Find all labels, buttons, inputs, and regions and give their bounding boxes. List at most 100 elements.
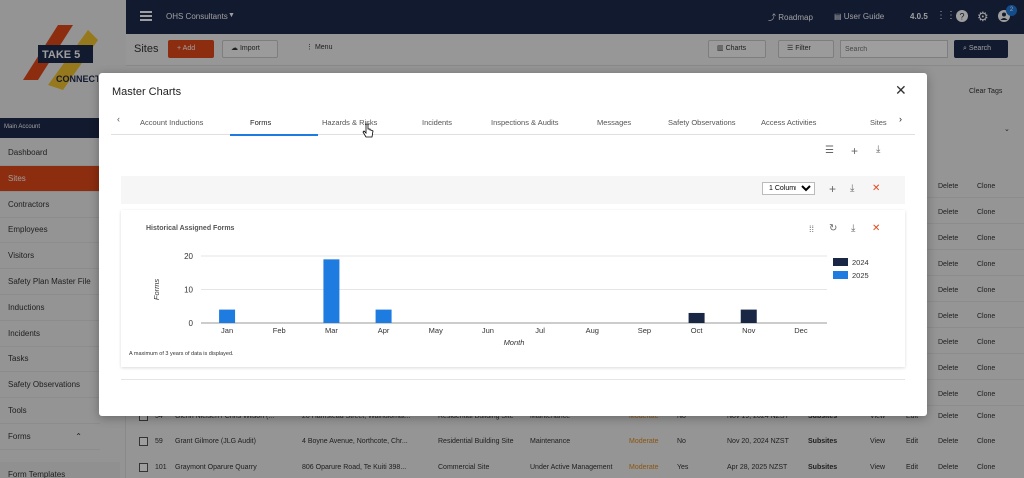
cell-edit[interactable]: Edit xyxy=(906,438,919,445)
cell-name: Glenn Nielsen / Chris Wilson (... xyxy=(175,413,275,420)
add-icon[interactable]: + xyxy=(829,182,837,196)
caret-down-icon[interactable]: ▼ xyxy=(228,12,235,19)
filter-button[interactable]: ☰ Filter xyxy=(778,40,834,58)
sidebar-item-sites[interactable]: Sites xyxy=(0,166,100,192)
import-button[interactable]: ☁ Import xyxy=(222,40,278,58)
clone-link[interactable]: Clone xyxy=(977,391,996,398)
tab-inspections-audits[interactable]: Inspections & Audits xyxy=(491,118,559,127)
clone-link[interactable]: Clone xyxy=(977,339,996,346)
tab-incidents[interactable]: Incidents xyxy=(422,118,453,127)
apps-grid-icon[interactable]: ⋮⋮ xyxy=(936,10,956,21)
cell-view[interactable]: View xyxy=(870,413,886,420)
sidebar-item-contractors[interactable]: Contractors xyxy=(0,192,100,218)
cell-flag: No xyxy=(677,413,686,420)
bar-2024-Nov xyxy=(740,309,757,323)
cell-delete[interactable]: Delete xyxy=(938,413,959,420)
master-charts-modal: Master Charts ✕ ‹ Account Inductions Form… xyxy=(99,73,927,416)
chart-remove-icon[interactable]: ✕ xyxy=(872,223,881,234)
download-icon[interactable]: ⤓ xyxy=(876,144,881,155)
tabs-prev-icon[interactable]: ‹ xyxy=(117,114,120,124)
sidebar-item-visitors[interactable]: Visitors xyxy=(0,243,100,269)
top-bar: OHS Consultants ▼ ⤴ Roadmap ▤ User Guide… xyxy=(126,0,1024,34)
org-selector[interactable]: OHS Consultants xyxy=(166,12,228,21)
add-button[interactable]: + Add xyxy=(168,40,214,58)
cell-subsites[interactable]: Subsites xyxy=(808,438,838,445)
delete-link[interactable]: Delete xyxy=(938,365,959,372)
clone-link[interactable]: Clone xyxy=(977,261,996,268)
user-guide-link[interactable]: ▤ User Guide xyxy=(834,12,884,21)
delete-link[interactable]: Delete xyxy=(938,183,959,190)
cloud-upload-icon: ☁ xyxy=(231,45,240,52)
delete-link[interactable]: Delete xyxy=(938,287,959,294)
filter-label: Filter xyxy=(795,45,811,52)
clone-link[interactable]: Clone xyxy=(977,183,996,190)
search-input[interactable] xyxy=(840,40,948,58)
close-icon[interactable]: ✕ xyxy=(895,82,907,98)
chevron-down-icon[interactable]: ⌄ xyxy=(1004,126,1010,133)
clone-link[interactable]: Clone xyxy=(977,287,996,294)
tabs-next-icon[interactable]: › xyxy=(899,114,902,124)
charts-button[interactable]: ▥ Charts xyxy=(708,40,766,58)
cell-delete[interactable]: Delete xyxy=(938,464,959,471)
sidebar-item-tools[interactable]: Tools xyxy=(0,398,100,424)
delete-link[interactable]: Delete xyxy=(938,261,959,268)
sidebar-item-inductions[interactable]: Inductions xyxy=(0,295,100,321)
cell-delete[interactable]: Delete xyxy=(938,438,959,445)
refresh-icon[interactable]: ↻ xyxy=(829,223,838,234)
sidebar-item-dashboard[interactable]: Dashboard xyxy=(0,140,100,166)
menu-button[interactable]: ⋮ Menu xyxy=(298,40,340,58)
sidebar-item-tasks[interactable]: Tasks xyxy=(0,346,100,372)
delete-link[interactable]: Delete xyxy=(938,391,959,398)
clone-link[interactable]: Clone xyxy=(977,235,996,242)
cell-edit[interactable]: Edit xyxy=(906,413,919,420)
sidebar-item-form-templates[interactable]: Form Templates xyxy=(0,462,120,478)
chart-download-icon[interactable]: ⤓ xyxy=(851,223,856,234)
clone-link[interactable]: Clone xyxy=(977,365,996,372)
cell-edit[interactable]: Edit xyxy=(906,464,919,471)
roadmap-link[interactable]: ⤴ Roadmap xyxy=(768,12,813,23)
filter-lines-icon[interactable]: ☰ xyxy=(825,145,834,156)
tab-messages[interactable]: Messages xyxy=(597,118,632,127)
cell-clone[interactable]: Clone xyxy=(977,413,996,420)
cell-view[interactable]: View xyxy=(870,464,886,471)
delete-link[interactable]: Delete xyxy=(938,339,959,346)
sidebar-item-forms[interactable]: Forms ⌃ xyxy=(0,424,100,450)
drag-handle-icon[interactable]: ⁞⁞ xyxy=(809,224,815,234)
sidebar-item-safety-plan-master-file[interactable]: Safety Plan Master File xyxy=(0,269,100,295)
clear-tags-button[interactable]: Clear Tags xyxy=(969,88,1003,95)
tab-sites[interactable]: Sites xyxy=(870,118,887,127)
chevron-up-icon[interactable]: ⌃ xyxy=(75,432,82,441)
hamburger-menu-icon[interactable] xyxy=(140,11,152,21)
sidebar-item-employees[interactable]: Employees xyxy=(0,217,100,243)
remove-row-icon[interactable]: ✕ xyxy=(872,183,881,194)
help-icon[interactable]: ? xyxy=(956,10,968,24)
delete-link[interactable]: Delete xyxy=(938,235,959,242)
sidebar-item-incidents[interactable]: Incidents xyxy=(0,321,100,347)
cell-risk: Moderate xyxy=(629,413,659,420)
cell-clone[interactable]: Clone xyxy=(977,438,996,445)
tab-access-activities[interactable]: Access Activities xyxy=(761,118,817,127)
cell-subsites[interactable]: Subsites xyxy=(808,413,838,420)
tab-safety-observations[interactable]: Safety Observations xyxy=(668,118,736,127)
search-button[interactable]: ⌕ Search xyxy=(954,40,1008,58)
row-checkbox[interactable] xyxy=(139,437,148,446)
sidebar-item-safety-observations[interactable]: Safety Observations xyxy=(0,372,100,398)
settings-gear-icon[interactable]: ⚙ xyxy=(977,9,989,24)
add-chart-icon[interactable]: + xyxy=(851,144,859,158)
column-layout-select[interactable]: 1 Column xyxy=(762,182,815,195)
tab-forms[interactable]: Forms xyxy=(250,118,272,127)
tab-account-inductions[interactable]: Account Inductions xyxy=(140,118,204,127)
clone-link[interactable]: Clone xyxy=(977,209,996,216)
row-checkbox[interactable] xyxy=(139,463,148,472)
delete-link[interactable]: Delete xyxy=(938,313,959,320)
tab-hazards-risks[interactable]: Hazards & Risks xyxy=(322,118,378,127)
cell-view[interactable]: View xyxy=(870,438,886,445)
download-all-icon[interactable]: ⤓ xyxy=(850,183,855,194)
x-tick-label: Mar xyxy=(325,326,338,335)
delete-link[interactable]: Delete xyxy=(938,209,959,216)
clone-link[interactable]: Clone xyxy=(977,313,996,320)
cell-type: Residential Building Site xyxy=(438,438,514,445)
cell-clone[interactable]: Clone xyxy=(977,464,996,471)
cell-subsites[interactable]: Subsites xyxy=(808,464,838,471)
sidebar-item-label: Dashboard xyxy=(8,148,48,157)
